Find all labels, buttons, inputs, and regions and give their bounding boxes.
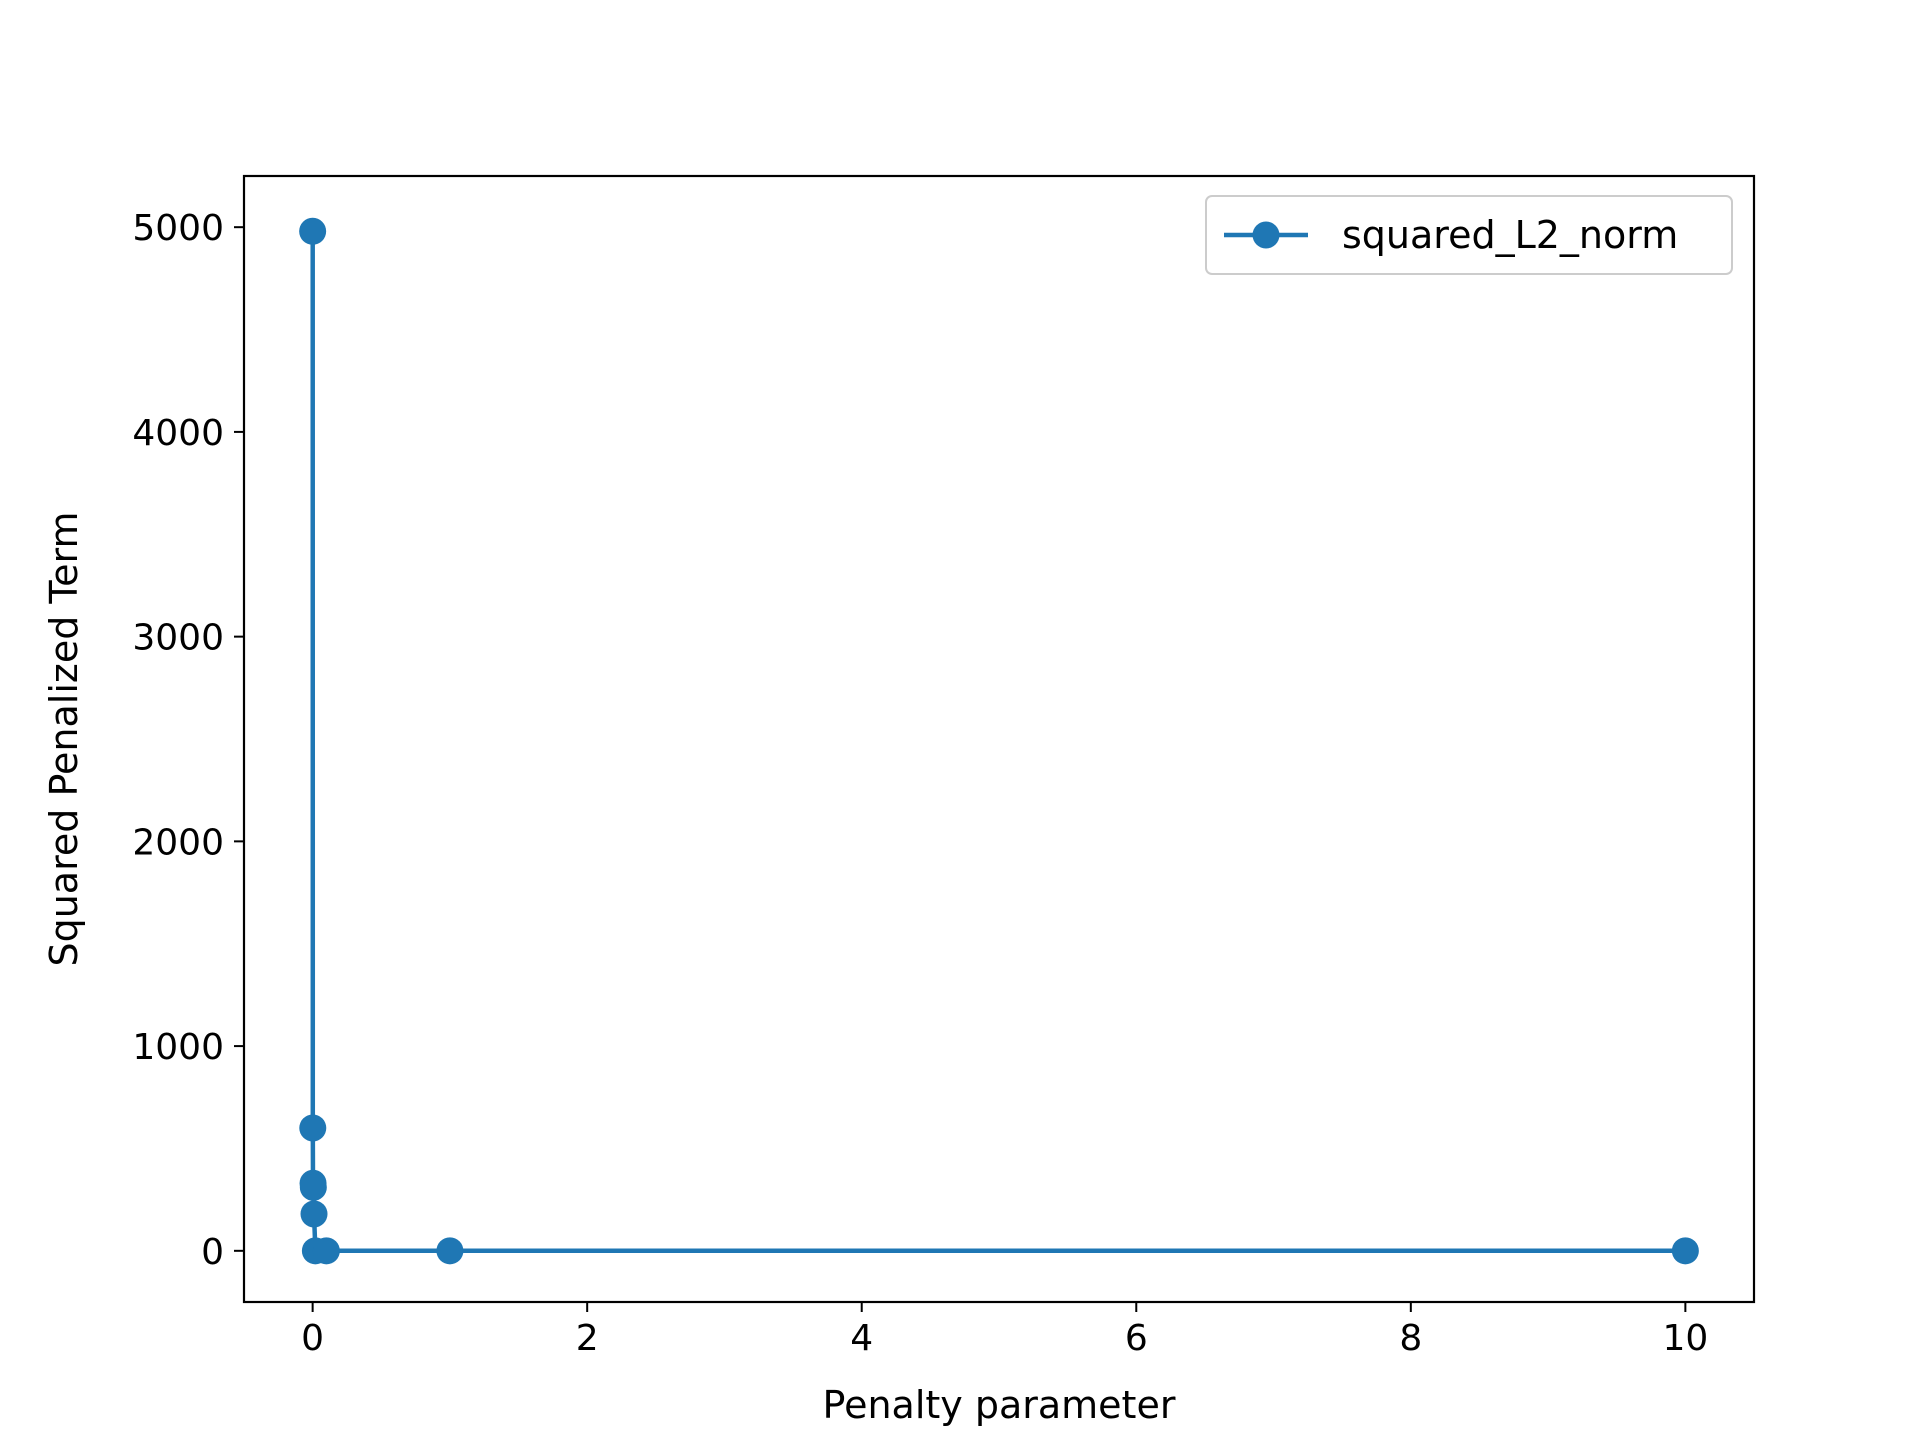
y-tick-label: 0 <box>201 1232 224 1273</box>
axes: 0 2 4 6 8 10 0 1000 2000 3000 4000 5000 <box>132 174 1756 1359</box>
x-tick-label: 2 <box>576 1318 599 1359</box>
data-point <box>1671 1237 1699 1265</box>
y-tick-label: 3000 <box>132 618 224 659</box>
data-point <box>299 1173 327 1201</box>
series-layer <box>299 217 1699 1265</box>
x-tick-label: 8 <box>1399 1318 1422 1359</box>
x-tick-label: 4 <box>850 1318 873 1359</box>
axes-frame <box>242 174 1756 1304</box>
legend-box <box>1205 195 1733 275</box>
legend-label: squared_L2_norm <box>1342 213 1678 257</box>
y-tick-label: 4000 <box>132 413 224 454</box>
y-tick-label: 5000 <box>132 208 224 249</box>
x-axis-title: Penalty parameter <box>823 1383 1176 1427</box>
x-tick-label: 10 <box>1662 1318 1708 1359</box>
data-point <box>299 217 327 245</box>
x-tick-label: 6 <box>1125 1318 1148 1359</box>
y-tick-label: 2000 <box>132 822 224 863</box>
y-axis-title: Squared Penalized Term <box>42 511 86 966</box>
y-tick-label: 1000 <box>132 1027 224 1068</box>
data-point <box>436 1237 464 1265</box>
x-tick-label: 0 <box>301 1318 324 1359</box>
data-point <box>300 1200 328 1228</box>
data-point <box>312 1237 340 1265</box>
legend-marker <box>1252 221 1280 249</box>
legend: squared_L2_norm <box>1205 195 1733 275</box>
data-point <box>299 1114 327 1142</box>
